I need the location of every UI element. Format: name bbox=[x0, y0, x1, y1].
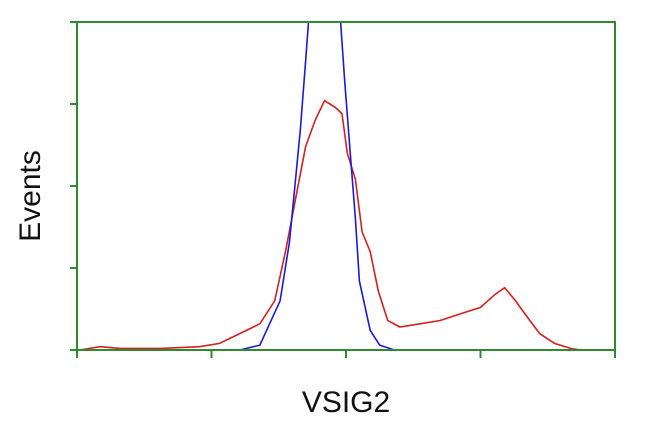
plot-frame bbox=[76, 21, 616, 351]
y-axis-label: Events bbox=[14, 150, 47, 242]
series-line bbox=[79, 99, 581, 350]
plot-area bbox=[77, 22, 581, 350]
x-axis-label: VSIG2 bbox=[302, 386, 390, 419]
series-line bbox=[210, 22, 420, 350]
